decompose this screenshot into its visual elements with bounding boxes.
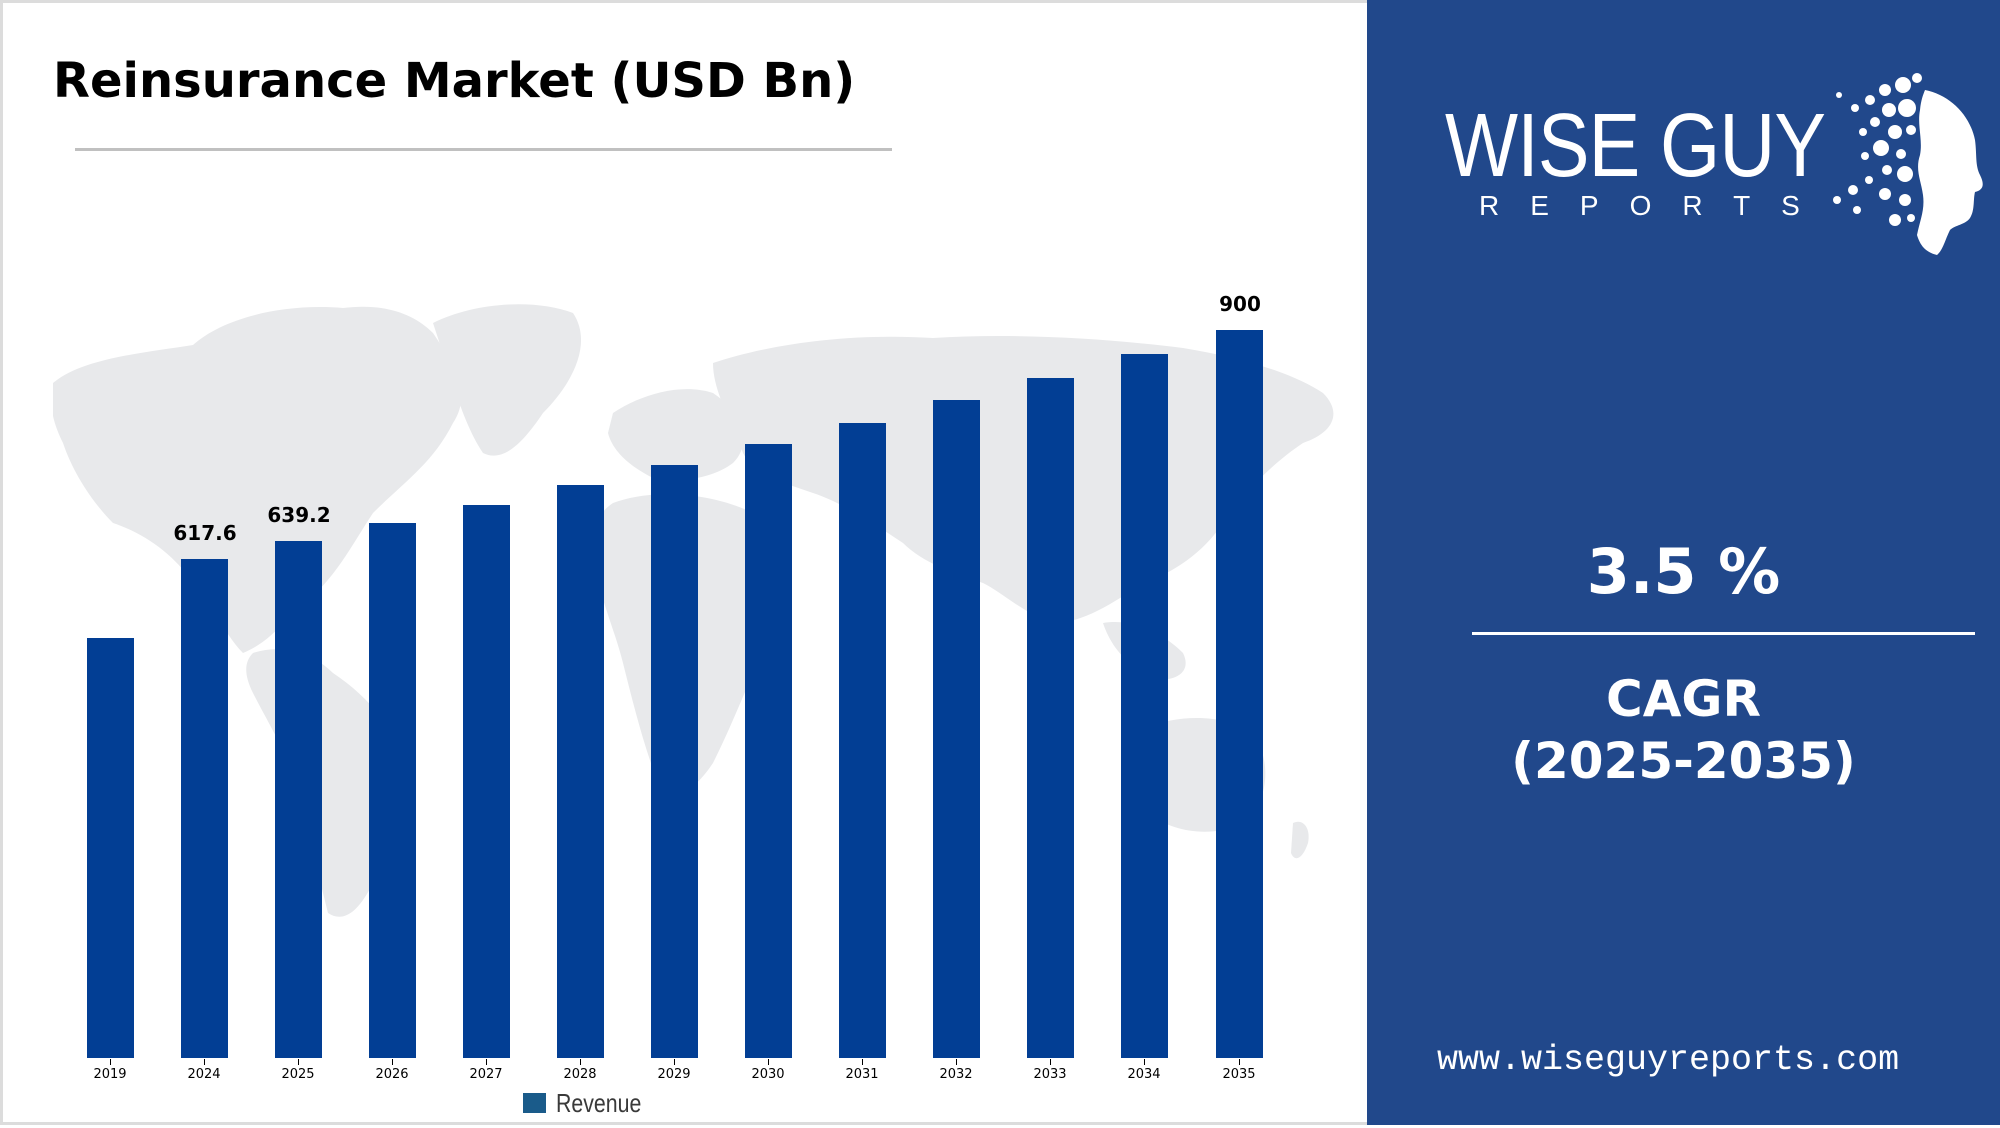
logo-subtitle: REPORTS [1479,190,1831,221]
x-tick [956,1059,957,1065]
x-tick [298,1059,299,1065]
head-dots-icon [1833,73,1983,255]
bar-2024 [181,559,228,1058]
chart-legend: Revenue [523,1087,660,1118]
x-axis-label: 2035 [1222,1067,1256,1082]
x-tick [392,1059,393,1065]
cagr-divider [1472,632,1975,635]
chart-title: Reinsurance Market (USD Bn) [53,53,856,109]
bar-2030 [745,444,792,1058]
x-axis-label: 2030 [751,1067,785,1082]
x-tick [110,1059,111,1065]
x-tick [674,1059,675,1065]
bar-2025 [275,541,322,1058]
x-tick [1239,1059,1240,1065]
x-tick [862,1059,863,1065]
brand-panel: WISE GUY REPORTS [1367,0,2000,1125]
bar-2033 [1027,378,1074,1058]
legend-swatch-revenue [523,1093,546,1113]
bar-2027 [463,505,510,1058]
cagr-period: (2025-2035) [1511,732,1856,790]
data-label-2024: 617.6 [173,521,237,545]
x-tick [486,1059,487,1065]
bar-2034 [1121,354,1168,1058]
x-axis-label: 2033 [1033,1067,1067,1082]
x-tick [1050,1059,1051,1065]
x-axis-label: 2032 [939,1067,973,1082]
bar-2032 [933,400,980,1058]
cagr-label: CAGR [1606,670,1761,728]
x-axis-label: 2024 [187,1067,221,1082]
bar-2029 [651,465,698,1058]
bar-2026 [369,523,416,1058]
x-tick [204,1059,205,1065]
x-axis-label: 2028 [563,1067,597,1082]
legend-label-revenue: Revenue [556,1087,642,1118]
x-axis-label: 2025 [281,1067,315,1082]
chart-panel: Reinsurance Market (USD Bn) [0,0,1367,1125]
x-axis-label: 2029 [657,1067,691,1082]
bar-2019 [87,638,134,1058]
wise-guy-reports-logo: WISE GUY REPORTS [1445,70,1985,260]
logo-wordmark: WISE GUY [1445,96,1826,196]
x-axis-label: 2019 [93,1067,127,1082]
x-tick [580,1059,581,1065]
cagr-value: 3.5 % [1586,535,1781,608]
x-axis-label: 2034 [1127,1067,1161,1082]
x-tick [768,1059,769,1065]
x-axis-label: 2026 [375,1067,409,1082]
title-divider [75,148,892,151]
x-axis-label: 2027 [469,1067,503,1082]
bar-2028 [557,485,604,1058]
data-label-2025: 639.2 [267,503,331,527]
x-tick [1144,1059,1145,1065]
bar-2031 [839,423,886,1058]
data-label-2035: 900 [1219,292,1261,316]
bar-2035 [1216,330,1263,1058]
website-link[interactable]: www.wiseguyreports.com [1437,1040,1900,1080]
x-axis-label: 2031 [845,1067,879,1082]
bar-chart: 617.6 639.2 900 2019 2024 2025 2026 2027… [3,3,1370,1128]
